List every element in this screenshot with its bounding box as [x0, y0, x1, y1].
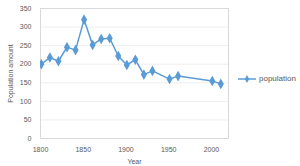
svg-text:350: 350: [20, 5, 32, 12]
svg-text:Year: Year: [127, 158, 142, 165]
svg-text:Population amount: Population amount: [7, 44, 15, 102]
svg-text:2000: 2000: [204, 146, 220, 153]
svg-text:1900: 1900: [118, 146, 134, 153]
svg-text:100: 100: [20, 98, 32, 105]
svg-text:50: 50: [24, 116, 32, 123]
svg-text:300: 300: [20, 23, 32, 30]
svg-text:1850: 1850: [75, 146, 91, 153]
svg-text:1800: 1800: [33, 146, 49, 153]
svg-text:200: 200: [20, 60, 32, 67]
svg-text:1950: 1950: [161, 146, 177, 153]
svg-text:150: 150: [20, 79, 32, 86]
html-text:population: population: [259, 74, 296, 83]
svg-text:0: 0: [28, 135, 32, 142]
svg-text:250: 250: [20, 42, 32, 49]
